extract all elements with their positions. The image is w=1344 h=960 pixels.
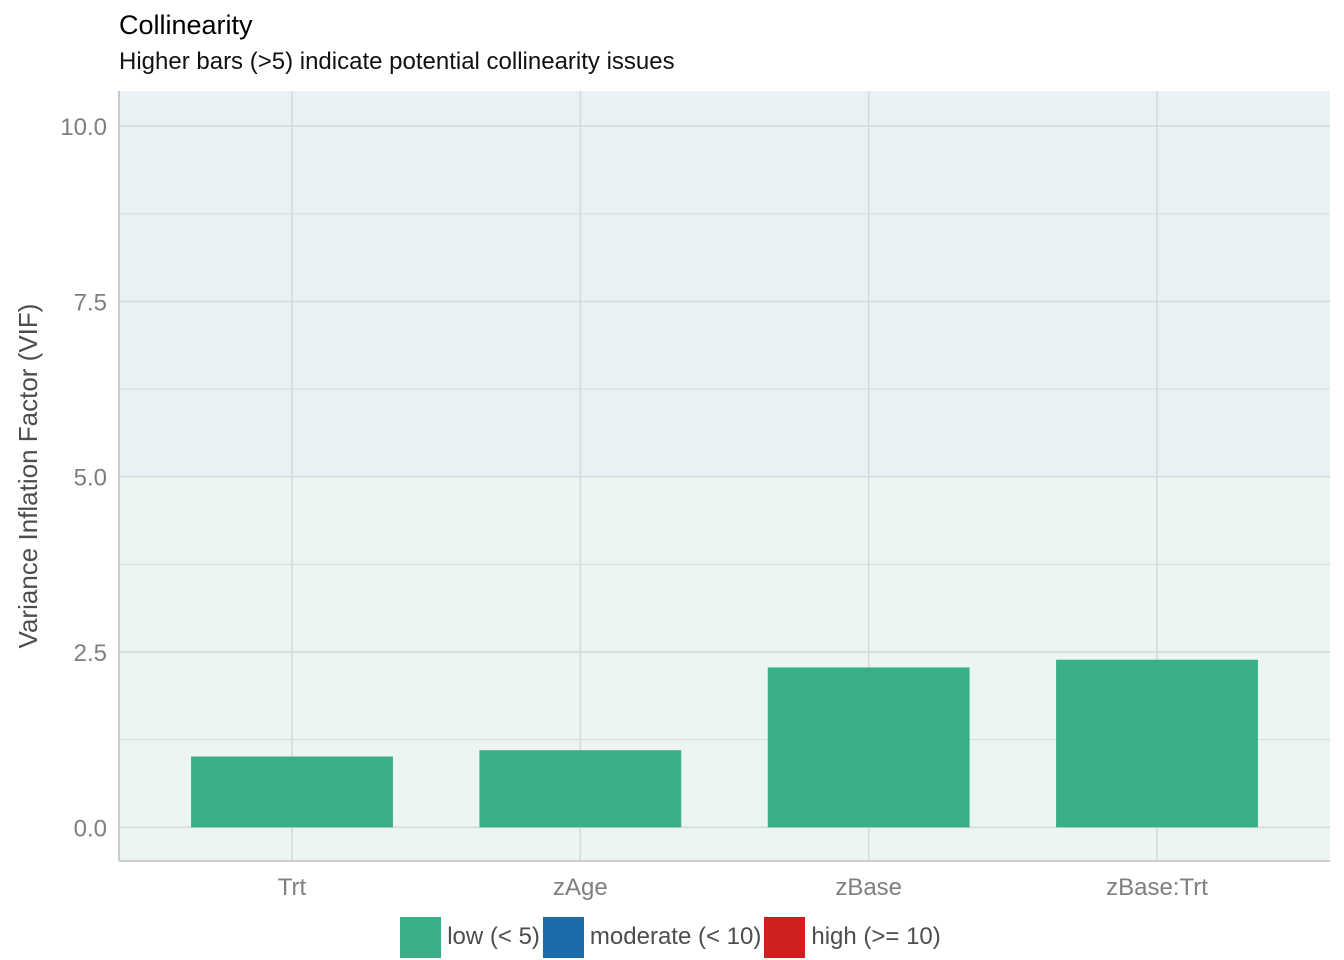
x-tick-label: zAge [553,874,608,901]
legend-label-moderate: moderate (< 10) [589,923,762,950]
y-tick-label: 2.5 [74,640,107,667]
legend: low (< 5) moderate (< 10) high (>= 10) [0,916,1344,958]
chart-title: Collinearity [119,10,253,40]
bar-zage [479,750,682,828]
bar-zbase [767,667,970,828]
x-tick-label: Trt [278,874,307,901]
legend-label-low: low (< 5) [447,923,540,950]
legend-item-moderate: moderate (< 10) [542,916,762,958]
y-tick-label: 10.0 [60,114,107,141]
bar-trt [191,756,393,828]
legend-label-high: high (>= 10) [811,923,941,950]
bars [191,659,1258,828]
legend-swatch-high [764,916,806,958]
axis-labels: 0.0 2.5 5.0 7.5 10.0 Trt zAge zBase zBase:Trt Var… [13,114,1208,901]
chart-subtitle: Higher bars (>5) indicate potential coll… [119,48,675,75]
band-moderate [119,91,1330,477]
y-tick-label: 7.5 [74,289,107,316]
legend-swatch-moderate [542,916,584,958]
legend-swatch-low [400,916,442,958]
grid-lines [119,91,1330,861]
y-tick-label: 0.0 [74,815,107,842]
legend-item-low: low (< 5) [400,916,540,958]
x-tick-label: zBase:Trt [1106,874,1208,901]
axes [118,91,1330,862]
bar-zbase-trt [1056,659,1258,828]
legend-item-high: high (>= 10) [764,916,941,958]
y-axis-title: Variance Inflation Factor (VIF) [13,304,43,649]
x-tick-label: zBase [835,874,902,901]
y-tick-label: 5.0 [74,465,107,492]
